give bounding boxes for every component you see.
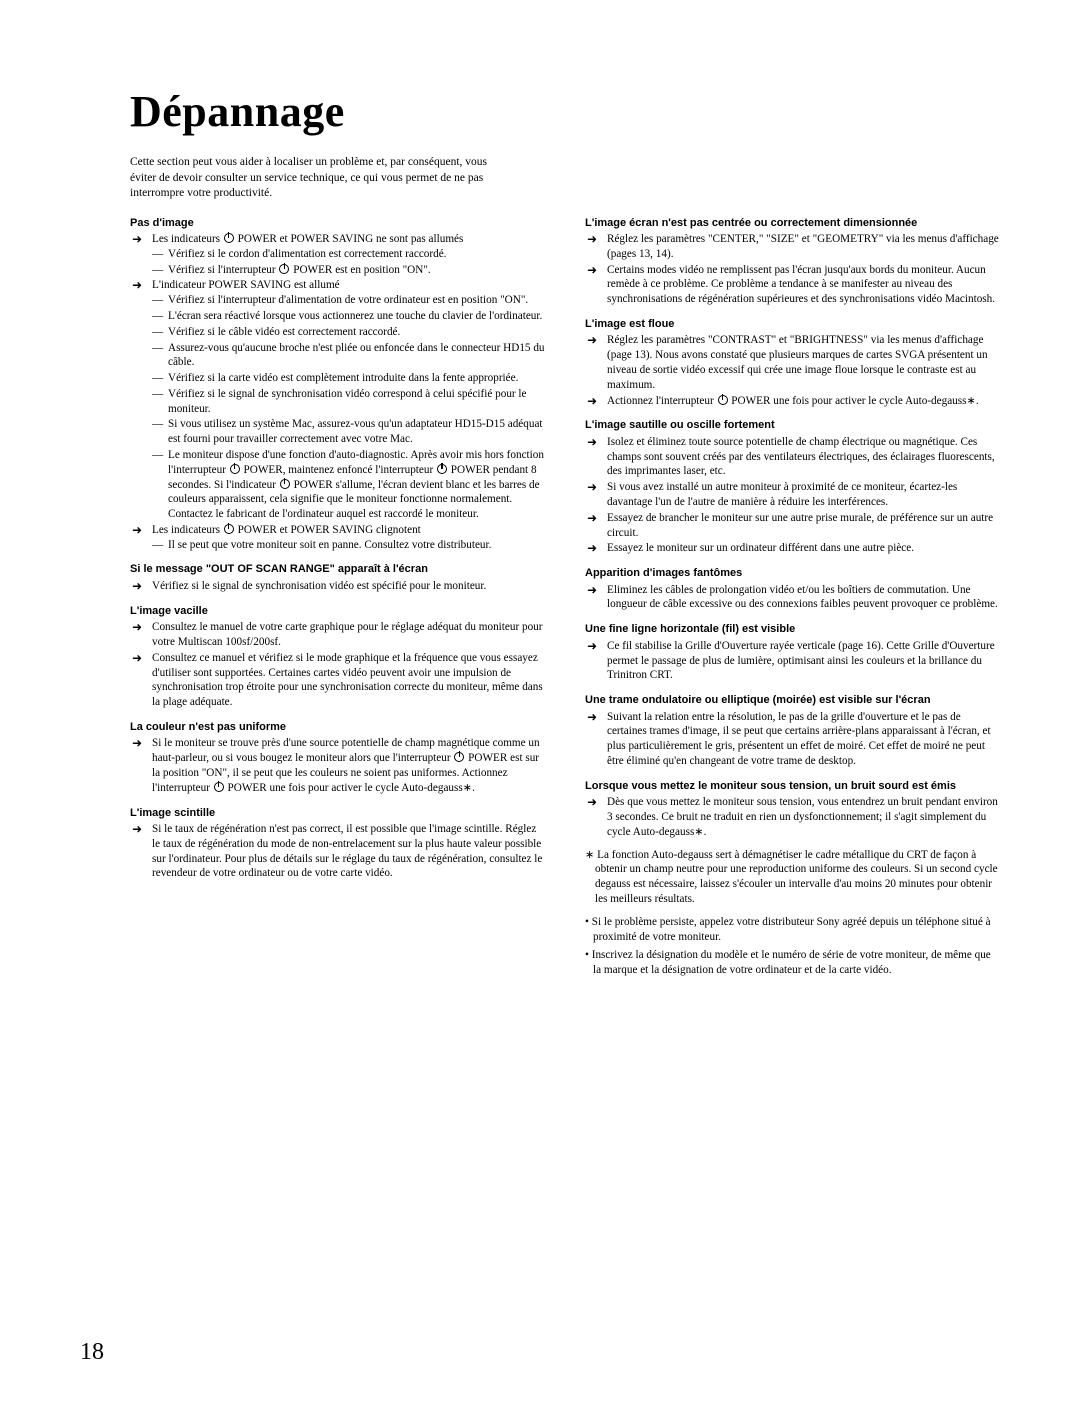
power-icon xyxy=(230,464,240,474)
section-head: L'image sautille ou oscille fortement xyxy=(585,418,1000,433)
power-icon xyxy=(279,264,289,274)
list-item: Vérifiez si l'interrupteur POWER est en … xyxy=(168,263,545,278)
power-icon xyxy=(214,782,224,792)
section-head: L'image écran n'est pas centrée ou corre… xyxy=(585,216,1000,231)
list-item: Si vous avez installé un autre moniteur … xyxy=(607,480,1000,510)
section-head: L'image vacille xyxy=(130,604,545,619)
section-head: Pas d'image xyxy=(130,216,545,231)
arrow-list: Eliminez les câbles de prolongation vidé… xyxy=(585,583,1000,613)
list-item: Vérifiez si le cordon d'alimentation est… xyxy=(168,247,545,262)
power-icon xyxy=(437,464,447,474)
list-item: Le moniteur dispose d'une fonction d'aut… xyxy=(168,448,545,522)
list-item: Actionnez l'interrupteur POWER une fois … xyxy=(607,394,1000,409)
list-item: Ce fil stabilise la Grille d'Ouverture r… xyxy=(607,639,1000,683)
item-text: L'indicateur POWER SAVING est allumé xyxy=(152,279,340,291)
item-text: Les indicateurs POWER et POWER SAVING cl… xyxy=(152,524,421,536)
bullet-list: Si le problème persiste, appelez votre d… xyxy=(585,915,1000,978)
list-item: Vérifiez si le signal de synchronisation… xyxy=(152,579,545,594)
content-columns: Pas d'image Les indicateurs POWER et POW… xyxy=(130,216,1000,982)
power-icon xyxy=(454,752,464,762)
list-item: Isolez et éliminez toute source potentie… xyxy=(607,435,1000,479)
power-icon xyxy=(224,233,234,243)
item-text: Les indicateurs POWER et POWER SAVING ne… xyxy=(152,233,463,245)
list-item: Eliminez les câbles de prolongation vidé… xyxy=(607,583,1000,613)
list-item: Si le taux de régénération n'est pas cor… xyxy=(152,822,545,881)
arrow-list: Suivant la relation entre la résolution,… xyxy=(585,710,1000,769)
section-head: Une fine ligne horizontale (fil) est vis… xyxy=(585,622,1000,637)
list-item: Réglez les paramètres "CONTRAST" et "BRI… xyxy=(607,333,1000,392)
arrow-list: Isolez et éliminez toute source potentie… xyxy=(585,435,1000,556)
dash-list: Il se peut que votre moniteur soit en pa… xyxy=(152,538,545,553)
section-head: Lorsque vous mettez le moniteur sous ten… xyxy=(585,779,1000,794)
list-item: Réglez les paramètres "CENTER," "SIZE" e… xyxy=(607,232,1000,262)
list-item: L'écran sera réactivé lorsque vous actio… xyxy=(168,309,545,324)
dash-list: Vérifiez si l'interrupteur d'alimentatio… xyxy=(152,293,545,522)
power-icon xyxy=(224,524,234,534)
list-item: Inscrivez la désignation du modèle et le… xyxy=(593,948,1000,978)
arrow-list: Ce fil stabilise la Grille d'Ouverture r… xyxy=(585,639,1000,683)
right-column: L'image écran n'est pas centrée ou corre… xyxy=(585,216,1000,982)
list-item: Consultez le manuel de votre carte graph… xyxy=(152,620,545,650)
arrow-list: Réglez les paramètres "CENTER," "SIZE" e… xyxy=(585,232,1000,307)
arrow-list: Si le moniteur se trouve près d'une sour… xyxy=(130,736,545,795)
left-column: Pas d'image Les indicateurs POWER et POW… xyxy=(130,216,545,982)
list-item: Si le problème persiste, appelez votre d… xyxy=(593,915,1000,945)
section-head: L'image est floue xyxy=(585,317,1000,332)
arrow-list: Vérifiez si le signal de synchronisation… xyxy=(130,579,545,594)
list-item: Certains modes vidéo ne remplissent pas … xyxy=(607,263,1000,307)
list-item: Suivant la relation entre la résolution,… xyxy=(607,710,1000,769)
list-item: Si vous utilisez un système Mac, assurez… xyxy=(168,417,545,447)
power-icon xyxy=(718,395,728,405)
section-head: La couleur n'est pas uniforme xyxy=(130,720,545,735)
list-item: Il se peut que votre moniteur soit en pa… xyxy=(168,538,545,553)
list-item: Dès que vous mettez le moniteur sous ten… xyxy=(607,795,1000,839)
list-item: Essayez de brancher le moniteur sur une … xyxy=(607,511,1000,541)
list-item: Vérifiez si la carte vidéo est complètem… xyxy=(168,371,545,386)
dash-list: Vérifiez si le cordon d'alimentation est… xyxy=(152,247,545,278)
arrow-list: Les indicateurs POWER et POWER SAVING ne… xyxy=(130,232,545,552)
list-item: Les indicateurs POWER et POWER SAVING ne… xyxy=(152,232,545,277)
list-item: L'indicateur POWER SAVING est allumé Vér… xyxy=(152,278,545,522)
section-head: Une trame ondulatoire ou elliptique (moi… xyxy=(585,693,1000,708)
page-title: Dépannage xyxy=(130,86,1000,137)
list-item: Consultez ce manuel et vérifiez si le mo… xyxy=(152,651,545,710)
arrow-list: Réglez les paramètres "CONTRAST" et "BRI… xyxy=(585,333,1000,408)
arrow-list: Si le taux de régénération n'est pas cor… xyxy=(130,822,545,881)
section-head: Apparition d'images fantômes xyxy=(585,566,1000,581)
list-item: Les indicateurs POWER et POWER SAVING cl… xyxy=(152,523,545,553)
list-item: Vérifiez si le câble vidéo est correctem… xyxy=(168,325,545,340)
list-item: Essayez le moniteur sur un ordinateur di… xyxy=(607,541,1000,556)
section-head: Si le message "OUT OF SCAN RANGE" appara… xyxy=(130,562,545,577)
section-head: L'image scintille xyxy=(130,806,545,821)
list-item: Si le moniteur se trouve près d'une sour… xyxy=(152,736,545,795)
list-item: Vérifiez si le signal de synchronisation… xyxy=(168,387,545,417)
list-item: Vérifiez si l'interrupteur d'alimentatio… xyxy=(168,293,545,308)
page-number: 18 xyxy=(80,1339,104,1366)
arrow-list: Consultez le manuel de votre carte graph… xyxy=(130,620,545,710)
arrow-list: Dès que vous mettez le moniteur sous ten… xyxy=(585,795,1000,839)
footnote: ∗ La fonction Auto-degauss sert à démagn… xyxy=(585,848,1000,907)
intro-text: Cette section peut vous aider à localise… xyxy=(130,155,490,202)
list-item: Assurez-vous qu'aucune broche n'est plié… xyxy=(168,341,545,371)
power-icon xyxy=(280,479,290,489)
